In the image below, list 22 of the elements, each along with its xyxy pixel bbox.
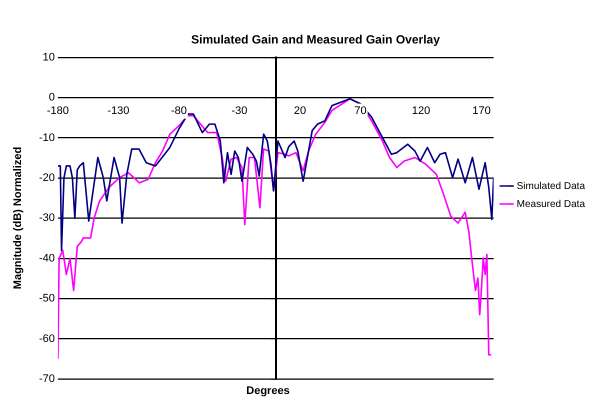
y-tick-label: -20 bbox=[38, 172, 55, 184]
x-tick-label: 20 bbox=[294, 105, 306, 118]
x-tick-label: 170 bbox=[472, 105, 491, 118]
y-tick-label: -50 bbox=[38, 292, 55, 305]
x-tick-label: 70 bbox=[354, 105, 367, 118]
y-axis-title: Magnitude (dB) Normalized bbox=[12, 146, 24, 290]
y-tick-label: -60 bbox=[38, 332, 55, 345]
y-tick-label: 0 bbox=[48, 92, 55, 104]
y-tick-label: -40 bbox=[38, 252, 55, 264]
x-tick-label: -80 bbox=[170, 105, 187, 118]
x-tick-label: -30 bbox=[232, 105, 248, 118]
x-tick-label: -180 bbox=[46, 105, 69, 118]
chart-title: Simulated Gain and Measured Gain Overlay bbox=[191, 32, 440, 47]
x-tick-label: -130 bbox=[107, 105, 130, 118]
y-tick-label: -70 bbox=[38, 373, 55, 386]
x-axis-title: Degrees bbox=[245, 385, 291, 397]
y-tick-label: 10 bbox=[42, 51, 55, 64]
legend-label: Measured Data bbox=[516, 198, 586, 210]
x-tick-label: 120 bbox=[412, 105, 430, 118]
legend-label: Simulated Data bbox=[516, 180, 586, 192]
y-tick-label: -10 bbox=[38, 132, 55, 144]
y-tick-label: -30 bbox=[38, 212, 55, 224]
